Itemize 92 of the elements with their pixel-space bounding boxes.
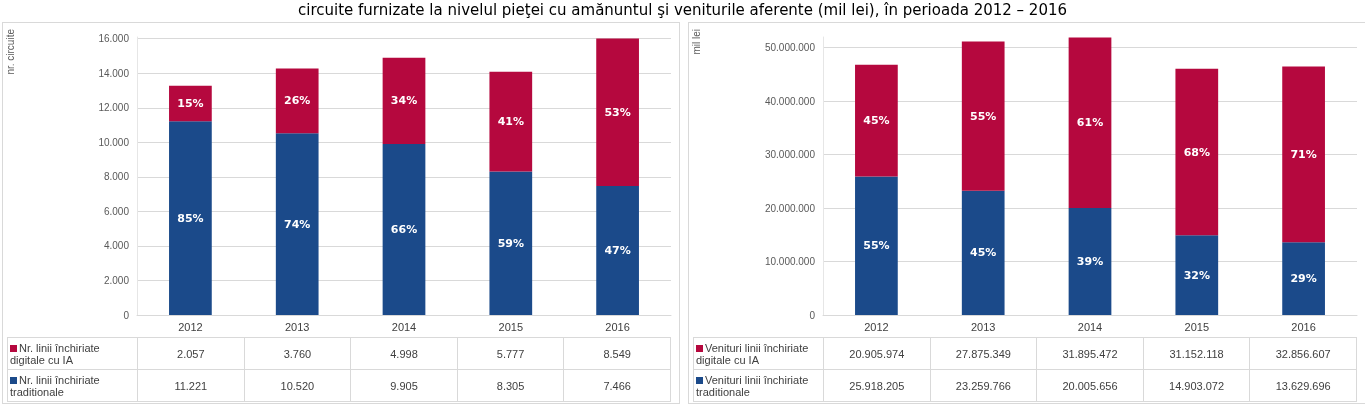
- bar: [961, 190, 1005, 315]
- annotation: 15%: [177, 96, 204, 110]
- data-label: 3.760: [244, 337, 351, 370]
- data-label: 25.918.205: [823, 369, 931, 402]
- annotation: 34%: [390, 94, 418, 108]
- data-label: 7.466: [563, 369, 671, 402]
- bar: [169, 85, 212, 122]
- y-tick-label: 2.000: [103, 274, 130, 286]
- y-tick-label: 4.000: [103, 240, 130, 252]
- data-label: 11.221: [137, 369, 245, 402]
- annotation: 47%: [604, 244, 631, 258]
- bar: [1175, 235, 1219, 315]
- bar: [596, 186, 639, 315]
- annotation: 71%: [1290, 147, 1317, 161]
- bar: [489, 171, 533, 315]
- y-tick-label: 40.000.000: [764, 95, 816, 107]
- data-label: 20.905.974: [823, 337, 931, 370]
- annotation: 66%: [390, 222, 418, 236]
- bar: [1282, 242, 1325, 315]
- bar: [855, 176, 898, 315]
- y-axis-title: mil lei: [691, 29, 702, 55]
- y-tick-label: 16.000: [98, 33, 130, 45]
- y-tick-label: 14.000: [98, 67, 130, 79]
- y-tick-label: 10.000: [98, 136, 130, 148]
- annotation: 45%: [863, 114, 890, 128]
- annotation: 53%: [604, 105, 631, 119]
- x-tick-label: 2015: [498, 320, 524, 333]
- annotation: 74%: [284, 217, 311, 231]
- data-label: 31.895.472: [1036, 337, 1144, 370]
- legend-label: Nr. linii închiriate traditionale: [7, 369, 138, 402]
- x-tick-label: 2012: [178, 320, 203, 333]
- annotation: 68%: [1183, 145, 1210, 159]
- data-label: 20.005.656: [1036, 369, 1144, 402]
- annotation: 85%: [177, 211, 204, 225]
- data-label: 9.905: [350, 369, 458, 402]
- bar: [1175, 68, 1219, 236]
- bar: [169, 121, 212, 315]
- data-label: 23.259.766: [930, 369, 1037, 402]
- x-tick-label: 2016: [605, 320, 630, 333]
- bar: [489, 71, 533, 172]
- x-tick-label: 2014: [1077, 320, 1103, 333]
- annotation: 55%: [970, 109, 997, 123]
- data-label: 2.057: [137, 337, 245, 370]
- chart-title: circuite furnizate la nivelul pieţei cu amănuntul şi veniturile aferente (mil lei), în perioada 2012 – 2016: [296, 0, 1069, 20]
- legend-label: Nr. linii închiriate digitale cu IA: [7, 337, 138, 370]
- legend-label: Venituri linii închiriate traditionale: [693, 369, 824, 402]
- x-tick-label: 2013: [970, 320, 996, 333]
- data-label: 8.549: [563, 337, 671, 370]
- bar: [382, 143, 426, 315]
- data-label: 10.520: [244, 369, 351, 402]
- data-label: 31.152.118: [1143, 337, 1250, 370]
- y-tick-label: 12.000: [98, 102, 130, 114]
- y-tick-label: 6.000: [103, 205, 130, 217]
- y-tick-label: 0: [809, 309, 816, 321]
- annotation: 29%: [1290, 272, 1317, 286]
- x-tick-label: 2014: [391, 320, 417, 333]
- legend-label: Venituri linii închiriate digitale cu IA: [693, 337, 824, 370]
- bar: [855, 64, 898, 177]
- y-tick-label: 0: [123, 309, 130, 321]
- x-tick-label: 2013: [284, 320, 310, 333]
- data-label: 27.875.349: [930, 337, 1037, 370]
- y-tick-label: 10.000.000: [764, 256, 816, 268]
- data-label: 8.305: [457, 369, 564, 402]
- x-tick-label: 2012: [864, 320, 889, 333]
- bar: [275, 133, 319, 315]
- bar: [961, 41, 1005, 191]
- annotation: 61%: [1076, 116, 1104, 130]
- annotation: 45%: [970, 246, 997, 260]
- annotation: 26%: [284, 94, 311, 108]
- annotation: 41%: [497, 115, 524, 129]
- y-tick-label: 30.000.000: [764, 149, 816, 161]
- bar: [382, 57, 426, 144]
- annotation: 55%: [863, 239, 890, 253]
- y-tick-label: 50.000.000: [764, 42, 816, 54]
- x-tick-label: 2016: [1291, 320, 1316, 333]
- y-tick-label: 20.000.000: [764, 202, 816, 214]
- annotation: 59%: [497, 236, 524, 250]
- annotation: 39%: [1076, 255, 1104, 269]
- data-label: 32.856.607: [1249, 337, 1357, 370]
- bar: [596, 38, 639, 187]
- data-label: 5.777: [457, 337, 564, 370]
- data-label: 4.998: [350, 337, 458, 370]
- annotation: 32%: [1183, 268, 1210, 282]
- bar: [1282, 66, 1325, 243]
- bar: [275, 68, 319, 134]
- bar: [1068, 208, 1112, 315]
- data-label: 13.629.696: [1249, 369, 1357, 402]
- x-tick-label: 2015: [1184, 320, 1210, 333]
- y-axis-title: nr. circuite: [5, 29, 16, 75]
- bar: [1068, 37, 1112, 209]
- data-label: 14.903.072: [1143, 369, 1250, 402]
- y-tick-label: 8.000: [103, 171, 130, 183]
